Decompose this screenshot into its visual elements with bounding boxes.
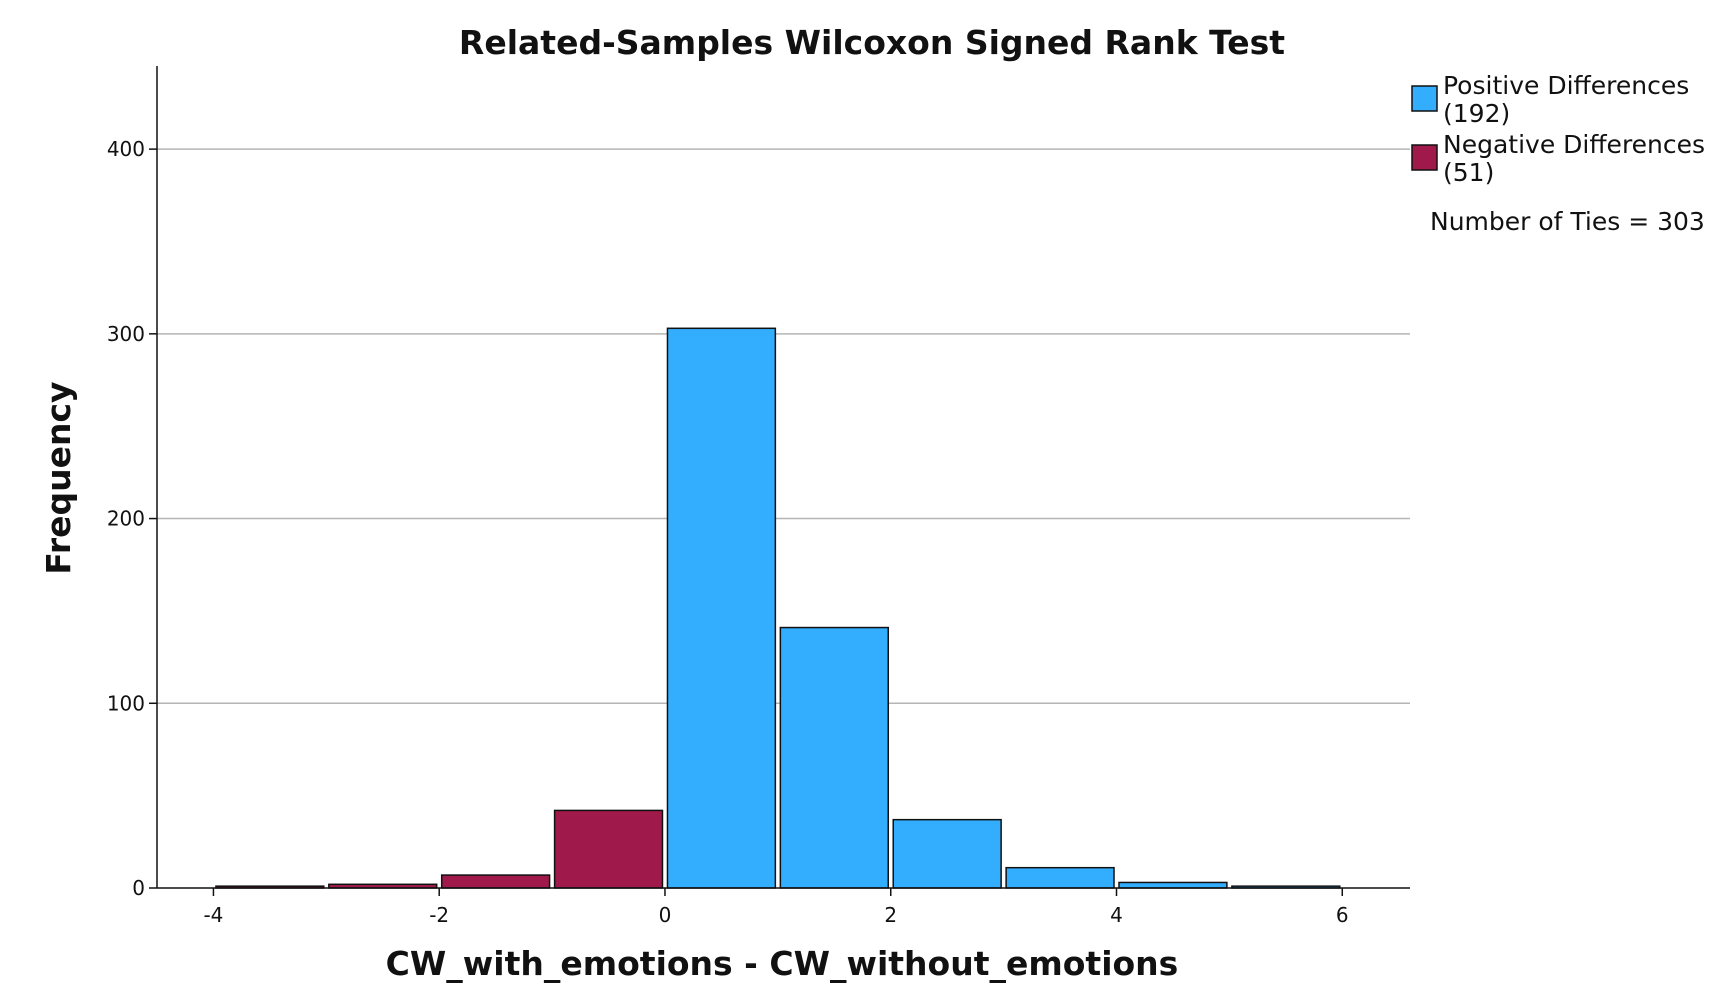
bar-negative-2 bbox=[440, 874, 551, 889]
y-tick-label: 200 bbox=[107, 507, 145, 531]
x-tick-label: 6 bbox=[1336, 903, 1349, 927]
y-tick-label: 100 bbox=[107, 691, 145, 715]
axes bbox=[149, 66, 1410, 896]
bar-positive-0 bbox=[666, 327, 777, 889]
legend-count-positive: (192) bbox=[1443, 99, 1510, 128]
legend-swatch-negative bbox=[1411, 144, 1438, 171]
chart-title: Related-Samples Wilcoxon Signed Rank Tes… bbox=[459, 23, 1285, 62]
bar-positive-1 bbox=[779, 626, 889, 889]
bar-positive-2 bbox=[892, 818, 1002, 889]
bar-negative-3 bbox=[553, 809, 664, 889]
x-tick-label: 4 bbox=[1110, 903, 1123, 927]
ties-annotation: Number of Ties = 303 bbox=[1430, 207, 1705, 236]
x-tick-label: -4 bbox=[203, 903, 223, 927]
legend-label-positive: Positive Differences bbox=[1443, 71, 1689, 100]
x-tick-label: 2 bbox=[884, 903, 897, 927]
legend: Positive Differences(192)Negative Differ… bbox=[1411, 71, 1705, 187]
y-axis-label: Frequency bbox=[39, 381, 78, 574]
y-tick-label: 0 bbox=[132, 876, 145, 900]
x-tick-label: -2 bbox=[429, 903, 449, 927]
gridlines bbox=[157, 148, 1410, 705]
x-tick-label: 0 bbox=[659, 903, 672, 927]
bar-positive-3 bbox=[1005, 866, 1115, 889]
tick-labels: 0 100 200 300 400 -4 -2 0 2 4 6 bbox=[107, 137, 1349, 927]
bar-positive-4 bbox=[1118, 881, 1228, 889]
y-tick-label: 400 bbox=[107, 137, 145, 161]
y-tick-label: 300 bbox=[107, 322, 145, 346]
x-axis-label: CW_with_emotions - CW_without_emotions bbox=[386, 944, 1179, 983]
legend-swatch-positive bbox=[1411, 85, 1438, 112]
bars bbox=[215, 327, 1341, 889]
legend-count-negative: (51) bbox=[1443, 158, 1494, 187]
legend-label-negative: Negative Differences bbox=[1443, 130, 1705, 159]
